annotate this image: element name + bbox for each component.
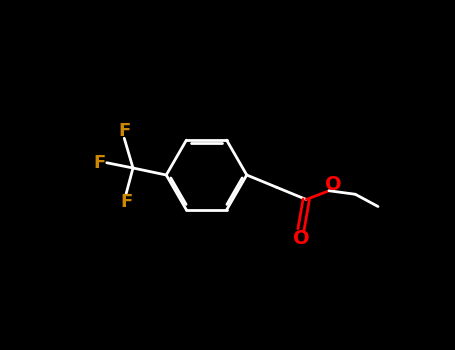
Text: O: O — [325, 175, 342, 194]
Text: F: F — [118, 121, 131, 140]
Text: F: F — [120, 193, 132, 211]
Text: O: O — [293, 229, 309, 247]
Text: F: F — [93, 154, 105, 172]
